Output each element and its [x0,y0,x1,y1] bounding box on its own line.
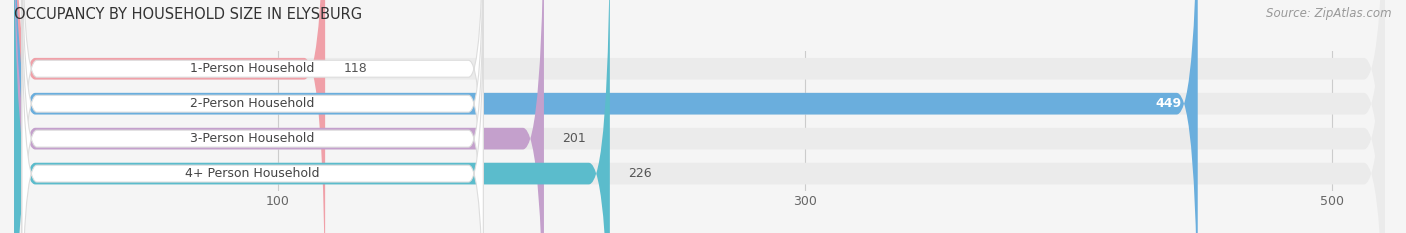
FancyBboxPatch shape [14,0,610,233]
Text: Source: ZipAtlas.com: Source: ZipAtlas.com [1267,7,1392,20]
FancyBboxPatch shape [14,0,1385,233]
Text: 201: 201 [562,132,586,145]
Text: 1-Person Household: 1-Person Household [190,62,315,75]
FancyBboxPatch shape [22,0,484,233]
Text: 449: 449 [1156,97,1182,110]
FancyBboxPatch shape [22,0,484,233]
FancyBboxPatch shape [14,0,1385,233]
Text: OCCUPANCY BY HOUSEHOLD SIZE IN ELYSBURG: OCCUPANCY BY HOUSEHOLD SIZE IN ELYSBURG [14,7,363,22]
FancyBboxPatch shape [14,0,1385,233]
FancyBboxPatch shape [22,0,484,233]
FancyBboxPatch shape [22,0,484,233]
FancyBboxPatch shape [14,0,325,233]
Text: 3-Person Household: 3-Person Household [190,132,315,145]
Text: 118: 118 [343,62,367,75]
Text: 2-Person Household: 2-Person Household [190,97,315,110]
FancyBboxPatch shape [14,0,544,233]
Text: 226: 226 [628,167,652,180]
FancyBboxPatch shape [14,0,1385,233]
Text: 4+ Person Household: 4+ Person Household [186,167,321,180]
FancyBboxPatch shape [14,0,1198,233]
